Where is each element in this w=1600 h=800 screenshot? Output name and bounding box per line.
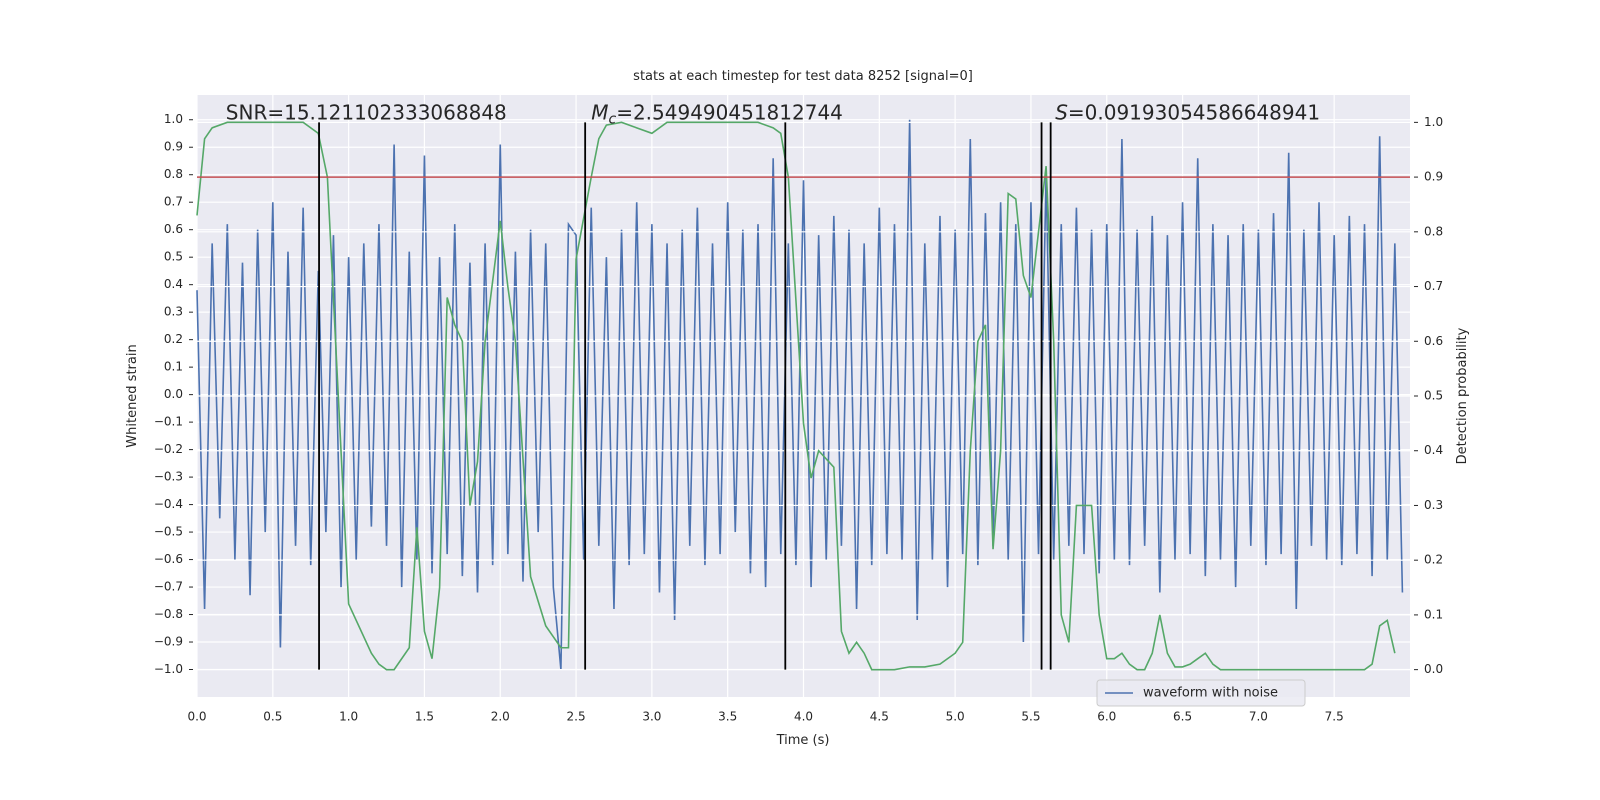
y-tick-label: −0.5 — [154, 525, 183, 539]
y2-tick-label: 0.7 — [1424, 279, 1443, 293]
y-tick-label: −1.0 — [154, 662, 183, 676]
y-tick-label: −0.1 — [154, 415, 183, 429]
y-tick-label: 0.7 — [164, 195, 183, 209]
y-tick-label: −0.4 — [154, 497, 183, 511]
y2-tick-label: 0.1 — [1424, 607, 1443, 621]
annotation-part: =2.549490451812744 — [616, 101, 843, 125]
probability-line — [196, 121, 1396, 671]
y2-tick-label: 0.3 — [1424, 498, 1443, 512]
legend-label: waveform with noise — [1143, 686, 1278, 701]
annotation-part: S — [1055, 101, 1068, 125]
y-tick-label: 0.0 — [164, 387, 183, 401]
y2-tick-label: 0.9 — [1424, 170, 1443, 184]
y-tick-label: −0.3 — [154, 470, 183, 484]
y-axis-label: Whitened strain — [125, 344, 140, 447]
y-tick-label: 1.0 — [164, 112, 183, 126]
annotation-part: c — [608, 112, 616, 128]
x-tick-label: 1.0 — [339, 710, 358, 724]
annotation-part: =0.09193054586648941 — [1068, 101, 1320, 125]
x-tick-label: 7.0 — [1249, 710, 1268, 724]
y-tick-label: 0.3 — [164, 305, 183, 319]
y2-tick-label: 0.2 — [1424, 553, 1443, 567]
y-tick-label: −0.6 — [154, 552, 183, 566]
y-tick-label: −0.8 — [154, 607, 183, 621]
x-tick-label: 1.5 — [415, 710, 434, 724]
y2-tick-label: 1.0 — [1424, 115, 1443, 129]
x-tick-label: 4.0 — [794, 710, 813, 724]
x-tick-label: 2.5 — [567, 710, 586, 724]
y2-tick-label: 0.0 — [1424, 662, 1443, 676]
x-tick-label: 3.5 — [718, 710, 737, 724]
annotation: SNR=15.121102333068848 — [226, 101, 507, 125]
x-tick-label: 0.0 — [187, 710, 206, 724]
y2-tick-label: 0.6 — [1424, 334, 1443, 348]
y2-axis-label: Detection probability — [1455, 327, 1470, 464]
x-tick-label: 3.0 — [642, 710, 661, 724]
y-tick-label: −0.9 — [154, 635, 183, 649]
legend-box — [1096, 679, 1306, 707]
y-tick-label: −0.2 — [154, 442, 183, 456]
x-tick-label: 6.5 — [1173, 710, 1192, 724]
y2-tick-label: 0.5 — [1424, 389, 1443, 403]
y-tick-label: 0.1 — [164, 360, 183, 374]
x-tick-label: 0.5 — [263, 710, 282, 724]
y-tick-label: 0.8 — [164, 167, 183, 181]
annotation: Mc=2.549490451812744 — [591, 101, 843, 128]
chart-title: stats at each timestep for test data 825… — [633, 69, 973, 84]
y-tick-label: 0.2 — [164, 332, 183, 346]
marks: SNR=15.121102333068848 Mc=2.5494904518127… — [196, 101, 1410, 671]
y-tick-label: −0.7 — [154, 580, 183, 594]
y2-tick-label: 0.8 — [1424, 224, 1443, 238]
x-axis-label: Time (s) — [776, 733, 830, 748]
annotation-part: M — [591, 101, 608, 125]
annotation: S=0.09193054586648941 — [1055, 101, 1320, 125]
y-tick-label: 0.5 — [164, 250, 183, 264]
x-tick-label: 5.0 — [946, 710, 965, 724]
annotation-part: SNR=15.121102333068848 — [226, 101, 507, 125]
x-tick-label: 5.5 — [1021, 710, 1040, 724]
y2-tick-label: 0.4 — [1424, 443, 1443, 457]
y-tick-label: 0.9 — [164, 140, 183, 154]
x-tick-label: 2.0 — [491, 710, 510, 724]
x-tick-label: 4.5 — [870, 710, 889, 724]
x-tick-label: 6.0 — [1097, 710, 1116, 724]
y-tick-label: 0.6 — [164, 222, 183, 236]
axes: 0.0 0.5 1.0 1.5 2.0 2.5 3.0 3.5 4.0 4.5 5.0 5.5 6.0 6… — [154, 112, 1443, 723]
x-tick-label: 7.5 — [1325, 710, 1344, 724]
y-tick-label: 0.4 — [164, 277, 183, 291]
